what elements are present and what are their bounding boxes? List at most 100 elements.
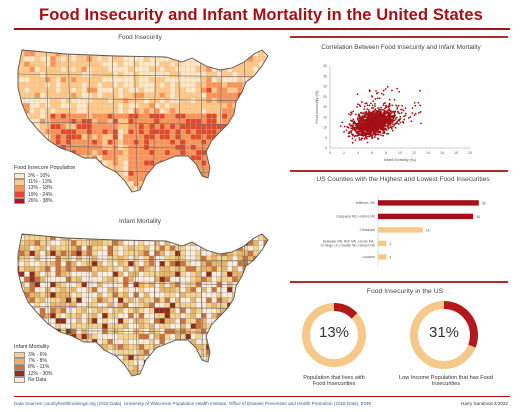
county-cell <box>164 302 171 309</box>
county-cell <box>91 271 98 277</box>
county-cell <box>107 266 113 272</box>
scatter-point <box>379 116 382 119</box>
scatter-point <box>360 127 363 130</box>
county-cell <box>91 82 98 88</box>
county-cell <box>133 261 139 267</box>
scatter-point <box>400 111 403 114</box>
county-cell <box>18 155 20 161</box>
county-cell <box>216 50 223 52</box>
county-cell <box>91 71 98 78</box>
scatter-point <box>349 113 352 116</box>
county-cell <box>76 66 82 73</box>
county-cell <box>45 97 51 104</box>
scatter-point <box>374 120 377 123</box>
county-cell <box>117 155 124 161</box>
scatter-point <box>401 105 404 107</box>
county-cell <box>242 302 249 309</box>
county-cell <box>247 354 254 361</box>
county-cell <box>18 235 20 241</box>
county-cell <box>195 370 202 376</box>
county-cell <box>34 139 41 145</box>
county-cell <box>211 349 217 355</box>
county-cell <box>159 261 165 267</box>
county-cell <box>206 240 212 246</box>
county-cell <box>206 365 212 371</box>
county-cell <box>71 339 77 345</box>
donut-1-caption: Population that lives with Food Insecuri… <box>303 375 365 388</box>
county-cell <box>76 191 82 192</box>
county-cell <box>128 292 134 298</box>
county-cell <box>253 175 259 182</box>
y-tick-label: 40 <box>323 64 327 68</box>
county-cell <box>169 318 176 324</box>
county-cell <box>274 230 279 235</box>
county-cell <box>76 292 82 298</box>
county-cell <box>123 339 129 345</box>
county-cell <box>180 186 186 192</box>
county-cell <box>242 344 249 350</box>
county-cell <box>138 271 145 277</box>
county-cell <box>128 359 134 366</box>
county-cell <box>169 175 176 182</box>
county-cell <box>55 155 61 161</box>
county-cell <box>253 139 259 145</box>
county-cell <box>247 370 254 376</box>
county-cell <box>24 139 30 145</box>
county-cell <box>201 271 207 277</box>
county-cell <box>216 155 223 161</box>
county-cell <box>76 266 82 272</box>
county-cell <box>60 359 67 366</box>
county-cell <box>128 56 134 62</box>
county-cell <box>237 149 243 156</box>
county-cell <box>107 240 113 246</box>
y-tick-label: 15 <box>323 115 327 119</box>
county-cell <box>107 333 113 340</box>
county-cell <box>201 160 207 166</box>
x-tick-label: 20 <box>468 151 472 155</box>
county-cell <box>169 129 176 135</box>
infant-legend-item: No Data <box>14 376 52 384</box>
scatter-point <box>375 90 377 92</box>
county-cell <box>269 192 274 197</box>
county-cell <box>159 370 165 376</box>
scatter-point <box>389 114 392 117</box>
county-cell <box>97 328 103 335</box>
county-cell <box>159 349 165 355</box>
county-cell <box>39 328 46 335</box>
county-cell <box>143 250 150 257</box>
county-cell <box>81 61 87 67</box>
county-cell <box>185 287 191 293</box>
county-cell <box>216 139 223 145</box>
county-cell <box>269 140 274 145</box>
county-cell <box>149 50 155 52</box>
county-cell <box>238 197 243 202</box>
county-cell <box>19 123 25 130</box>
county-cell <box>133 50 139 52</box>
county-cell <box>97 50 103 52</box>
county-cell <box>216 160 223 166</box>
county-cell <box>123 113 129 119</box>
county-cell <box>264 381 269 386</box>
county-cell <box>221 56 228 62</box>
county-cell <box>263 149 268 156</box>
county-cell <box>128 191 134 192</box>
county-cell <box>97 333 103 340</box>
county-cell <box>258 197 263 202</box>
scatter-point <box>388 104 391 107</box>
county-cell <box>169 165 176 171</box>
county-cell <box>242 276 249 283</box>
county-cell <box>149 261 155 267</box>
county-cell <box>86 113 93 119</box>
county-cell <box>143 160 150 166</box>
county-cell <box>164 255 171 262</box>
county-cell <box>154 129 160 135</box>
county-cell <box>237 113 243 119</box>
county-cell <box>87 197 92 202</box>
infant-legend-title: Infant Mortality <box>14 344 50 350</box>
county-cell <box>169 160 176 166</box>
county-cell <box>65 349 72 355</box>
county-cell <box>123 370 129 376</box>
county-cell <box>242 349 249 355</box>
county-cell <box>86 144 93 151</box>
scatter-point <box>399 115 402 118</box>
